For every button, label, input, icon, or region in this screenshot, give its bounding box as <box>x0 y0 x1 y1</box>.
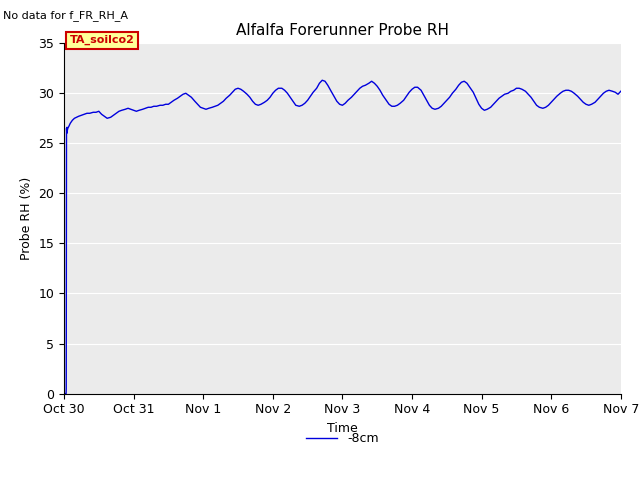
-8cm <box>63 127 70 133</box>
-8cm <box>191 98 198 104</box>
Text: No data for f_FR_RH_A: No data for f_FR_RH_A <box>3 10 128 21</box>
Legend: -8cm: -8cm <box>301 427 384 450</box>
Y-axis label: Probe RH (%): Probe RH (%) <box>20 177 33 260</box>
Line: -8cm: -8cm <box>64 80 621 394</box>
-8cm <box>252 101 259 107</box>
-8cm <box>617 88 625 94</box>
Text: TA_soilco2: TA_soilco2 <box>70 35 134 46</box>
Title: Alfalfa Forerunner Probe RH: Alfalfa Forerunner Probe RH <box>236 23 449 38</box>
-8cm <box>83 110 91 116</box>
-8cm <box>118 108 125 113</box>
X-axis label: Time: Time <box>327 422 358 435</box>
-8cm <box>318 77 326 83</box>
-8cm <box>574 94 582 99</box>
-8cm <box>60 391 68 396</box>
